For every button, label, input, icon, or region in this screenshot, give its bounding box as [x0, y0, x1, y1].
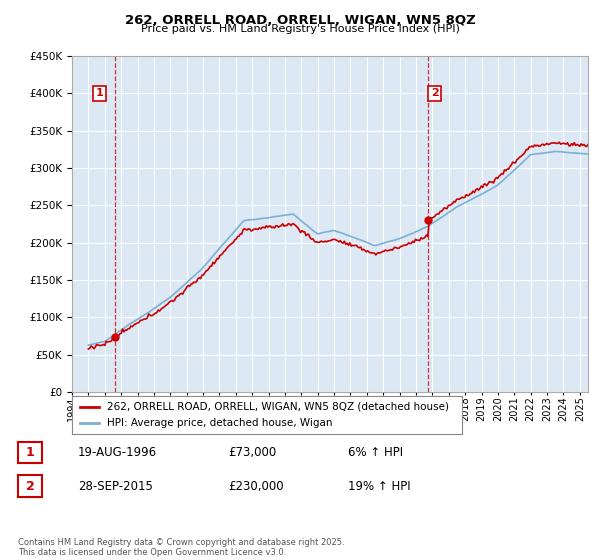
Text: 6% ↑ HPI: 6% ↑ HPI: [348, 446, 403, 459]
Text: 1: 1: [95, 88, 103, 99]
Text: 262, ORRELL ROAD, ORRELL, WIGAN, WN5 8QZ (detached house): 262, ORRELL ROAD, ORRELL, WIGAN, WN5 8QZ…: [107, 402, 449, 412]
Text: HPI: Average price, detached house, Wigan: HPI: Average price, detached house, Wiga…: [107, 418, 332, 428]
Text: 28-SEP-2015: 28-SEP-2015: [78, 479, 153, 493]
Text: 1: 1: [26, 446, 34, 459]
Text: Contains HM Land Registry data © Crown copyright and database right 2025.
This d: Contains HM Land Registry data © Crown c…: [18, 538, 344, 557]
Text: £230,000: £230,000: [228, 479, 284, 493]
Text: 19-AUG-1996: 19-AUG-1996: [78, 446, 157, 459]
Text: 19% ↑ HPI: 19% ↑ HPI: [348, 479, 410, 493]
Text: Price paid vs. HM Land Registry's House Price Index (HPI): Price paid vs. HM Land Registry's House …: [140, 24, 460, 34]
Text: 262, ORRELL ROAD, ORRELL, WIGAN, WN5 8QZ: 262, ORRELL ROAD, ORRELL, WIGAN, WN5 8QZ: [125, 14, 475, 27]
Text: 2: 2: [26, 479, 34, 493]
Text: 2: 2: [431, 88, 439, 99]
Text: £73,000: £73,000: [228, 446, 276, 459]
